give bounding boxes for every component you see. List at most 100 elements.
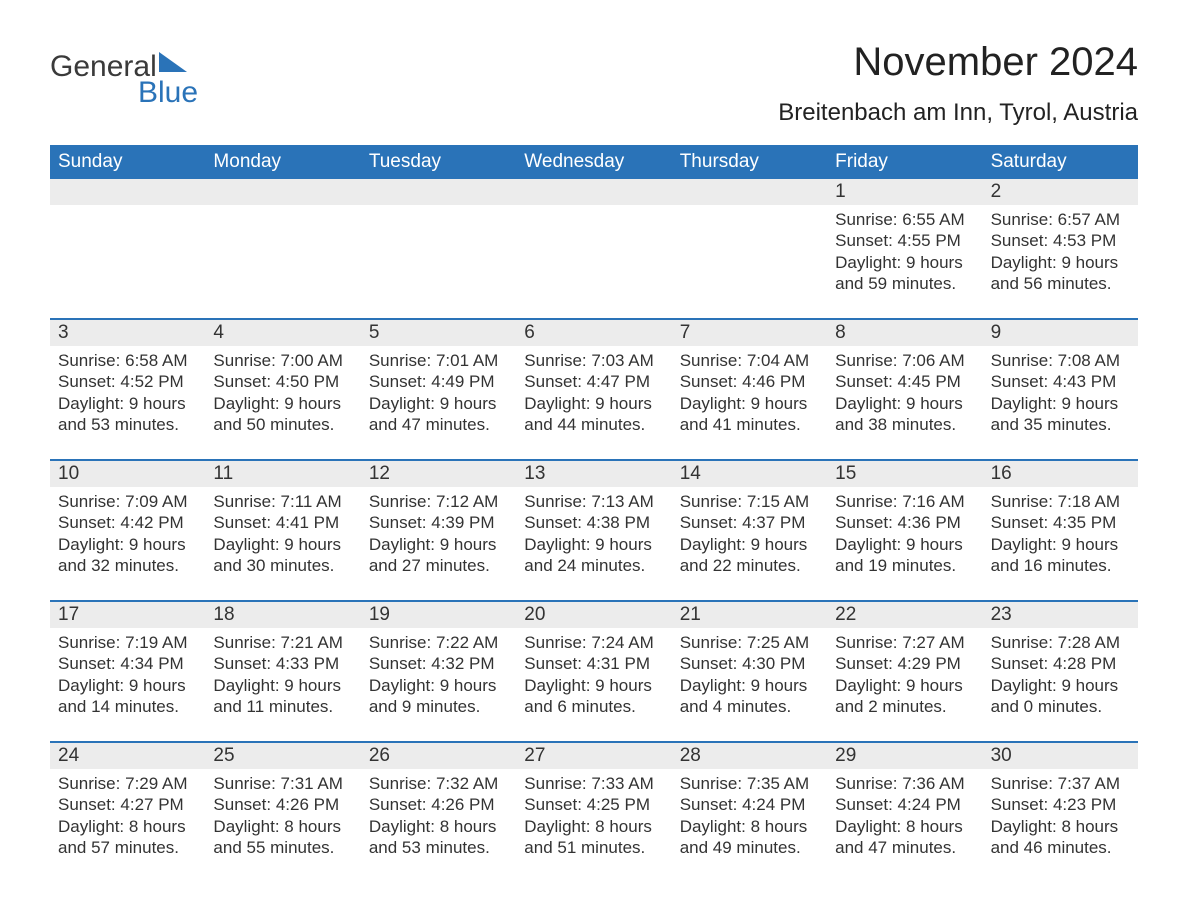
day-number: 26 bbox=[361, 743, 516, 769]
sunset-label: Sunset: bbox=[213, 372, 271, 391]
sunset-line: Sunset: 4:36 PM bbox=[835, 512, 974, 533]
weekday-header: Tuesday bbox=[361, 145, 516, 179]
sunrise-label: Sunrise: bbox=[213, 351, 275, 370]
sunrise-line: Sunrise: 7:37 AM bbox=[991, 773, 1130, 794]
day-cell: 14Sunrise: 7:15 AMSunset: 4:37 PMDayligh… bbox=[672, 461, 827, 600]
sunset-value: 4:34 PM bbox=[120, 654, 183, 673]
day-info: Sunrise: 7:24 AMSunset: 4:31 PMDaylight:… bbox=[524, 632, 663, 717]
daylight-label: Daylight: bbox=[58, 394, 124, 413]
daylight-label: Daylight: bbox=[58, 676, 124, 695]
day-cell: 15Sunrise: 7:16 AMSunset: 4:36 PMDayligh… bbox=[827, 461, 982, 600]
day-info: Sunrise: 7:04 AMSunset: 4:46 PMDaylight:… bbox=[680, 350, 819, 435]
daylight-label: Daylight: bbox=[369, 394, 435, 413]
day-info: Sunrise: 7:08 AMSunset: 4:43 PMDaylight:… bbox=[991, 350, 1130, 435]
sunset-line: Sunset: 4:47 PM bbox=[524, 371, 663, 392]
sunrise-value: 7:28 AM bbox=[1058, 633, 1120, 652]
sunset-value: 4:35 PM bbox=[1053, 513, 1116, 532]
day-number: 30 bbox=[983, 743, 1138, 769]
sunset-line: Sunset: 4:30 PM bbox=[680, 653, 819, 674]
day-info: Sunrise: 7:32 AMSunset: 4:26 PMDaylight:… bbox=[369, 773, 508, 858]
sunset-line: Sunset: 4:52 PM bbox=[58, 371, 197, 392]
sunrise-line: Sunrise: 7:08 AM bbox=[991, 350, 1130, 371]
day-cell: 3Sunrise: 6:58 AMSunset: 4:52 PMDaylight… bbox=[50, 320, 205, 459]
day-number: 9 bbox=[983, 320, 1138, 346]
sunset-label: Sunset: bbox=[369, 795, 427, 814]
day-number: . bbox=[516, 179, 671, 205]
sunset-label: Sunset: bbox=[991, 231, 1049, 250]
day-cell: . bbox=[361, 179, 516, 318]
weekday-header: Saturday bbox=[983, 145, 1138, 179]
day-number: 3 bbox=[50, 320, 205, 346]
sunrise-value: 7:22 AM bbox=[436, 633, 498, 652]
sunset-value: 4:53 PM bbox=[1053, 231, 1116, 250]
day-cell: 10Sunrise: 7:09 AMSunset: 4:42 PMDayligh… bbox=[50, 461, 205, 600]
sunrise-line: Sunrise: 7:11 AM bbox=[213, 491, 352, 512]
day-info: Sunrise: 7:15 AMSunset: 4:37 PMDaylight:… bbox=[680, 491, 819, 576]
day-cell: 19Sunrise: 7:22 AMSunset: 4:32 PMDayligh… bbox=[361, 602, 516, 741]
daylight-label: Daylight: bbox=[524, 394, 590, 413]
day-number: 18 bbox=[205, 602, 360, 628]
day-info: Sunrise: 7:22 AMSunset: 4:32 PMDaylight:… bbox=[369, 632, 508, 717]
sunset-line: Sunset: 4:28 PM bbox=[991, 653, 1130, 674]
sunrise-line: Sunrise: 7:13 AM bbox=[524, 491, 663, 512]
sunset-label: Sunset: bbox=[213, 654, 271, 673]
sunset-value: 4:37 PM bbox=[742, 513, 805, 532]
day-info: Sunrise: 7:35 AMSunset: 4:24 PMDaylight:… bbox=[680, 773, 819, 858]
day-number: 1 bbox=[827, 179, 982, 205]
day-number: 10 bbox=[50, 461, 205, 487]
page-title: November 2024 bbox=[778, 40, 1138, 85]
daylight-line: Daylight: 9 hours and 4 minutes. bbox=[680, 675, 819, 718]
sunset-label: Sunset: bbox=[524, 654, 582, 673]
sunrise-label: Sunrise: bbox=[680, 774, 742, 793]
day-cell: 29Sunrise: 7:36 AMSunset: 4:24 PMDayligh… bbox=[827, 743, 982, 882]
daylight-line: Daylight: 9 hours and 41 minutes. bbox=[680, 393, 819, 436]
sunrise-label: Sunrise: bbox=[680, 492, 742, 511]
daylight-line: Daylight: 9 hours and 19 minutes. bbox=[835, 534, 974, 577]
daylight-line: Daylight: 9 hours and 32 minutes. bbox=[58, 534, 197, 577]
sunset-value: 4:24 PM bbox=[742, 795, 805, 814]
daylight-line: Daylight: 8 hours and 57 minutes. bbox=[58, 816, 197, 859]
sunset-label: Sunset: bbox=[524, 372, 582, 391]
day-cell: 26 Sunrise: 7:32 AMSunset: 4:26 PMDayligh… bbox=[361, 743, 516, 882]
calendar-week: 17Sunrise: 7:19 AMSunset: 4:34 PMDayligh… bbox=[50, 600, 1138, 741]
sunset-line: Sunset: 4:25 PM bbox=[524, 794, 663, 815]
sunrise-value: 7:25 AM bbox=[747, 633, 809, 652]
day-number: 27 bbox=[516, 743, 671, 769]
sunset-line: Sunset: 4:42 PM bbox=[58, 512, 197, 533]
sunset-label: Sunset: bbox=[213, 795, 271, 814]
sunrise-label: Sunrise: bbox=[991, 210, 1053, 229]
sunrise-line: Sunrise: 7:29 AM bbox=[58, 773, 197, 794]
sunrise-line: Sunrise: 7:33 AM bbox=[524, 773, 663, 794]
day-cell: 24Sunrise: 7:29 AMSunset: 4:27 PMDayligh… bbox=[50, 743, 205, 882]
sunrise-label: Sunrise: bbox=[991, 774, 1053, 793]
sunrise-value: 7:18 AM bbox=[1058, 492, 1120, 511]
day-cell: . bbox=[205, 179, 360, 318]
day-info: Sunrise: 7:18 AMSunset: 4:35 PMDaylight:… bbox=[991, 491, 1130, 576]
sunrise-label: Sunrise: bbox=[369, 492, 431, 511]
sunset-line: Sunset: 4:55 PM bbox=[835, 230, 974, 251]
sunrise-line: Sunrise: 7:06 AM bbox=[835, 350, 974, 371]
sunrise-line: Sunrise: 7:21 AM bbox=[213, 632, 352, 653]
sunrise-value: 7:31 AM bbox=[281, 774, 343, 793]
day-info: Sunrise: 7:13 AMSunset: 4:38 PMDaylight:… bbox=[524, 491, 663, 576]
sunset-label: Sunset: bbox=[835, 654, 893, 673]
sunrise-label: Sunrise: bbox=[524, 774, 586, 793]
day-cell: 5Sunrise: 7:01 AMSunset: 4:49 PMDaylight… bbox=[361, 320, 516, 459]
sunset-value: 4:38 PM bbox=[587, 513, 650, 532]
day-number: . bbox=[50, 179, 205, 205]
daylight-line: Daylight: 8 hours and 51 minutes. bbox=[524, 816, 663, 859]
day-number: 17 bbox=[50, 602, 205, 628]
sunset-value: 4:24 PM bbox=[898, 795, 961, 814]
daylight-line: Daylight: 8 hours and 47 minutes. bbox=[835, 816, 974, 859]
day-number: 29 bbox=[827, 743, 982, 769]
sunset-line: Sunset: 4:50 PM bbox=[213, 371, 352, 392]
sunset-value: 4:47 PM bbox=[587, 372, 650, 391]
sunset-label: Sunset: bbox=[680, 513, 738, 532]
sunrise-line: Sunrise: 7:35 AM bbox=[680, 773, 819, 794]
day-number: 15 bbox=[827, 461, 982, 487]
daylight-label: Daylight: bbox=[524, 535, 590, 554]
sunset-label: Sunset: bbox=[524, 795, 582, 814]
sunset-line: Sunset: 4:39 PM bbox=[369, 512, 508, 533]
sunset-label: Sunset: bbox=[680, 372, 738, 391]
sunset-line: Sunset: 4:27 PM bbox=[58, 794, 197, 815]
